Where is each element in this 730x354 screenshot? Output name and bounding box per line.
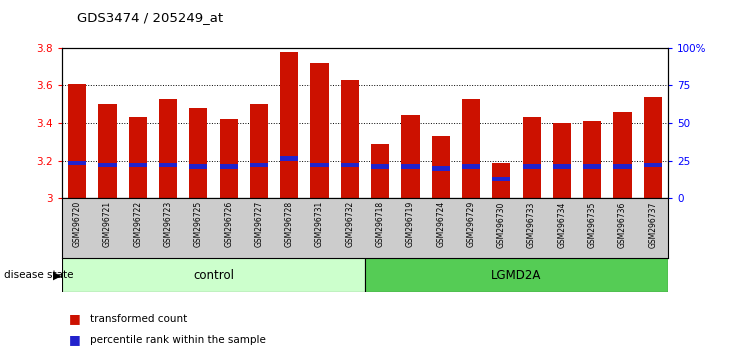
- Bar: [365, 258, 668, 292]
- Bar: [402, 164, 420, 169]
- Bar: [128, 162, 147, 167]
- Bar: [159, 98, 177, 198]
- Text: GSM296734: GSM296734: [558, 201, 566, 248]
- Bar: [189, 164, 207, 169]
- Text: percentile rank within the sample: percentile rank within the sample: [90, 335, 266, 345]
- Bar: [613, 112, 631, 198]
- Bar: [431, 136, 450, 198]
- Text: GSM296724: GSM296724: [437, 201, 445, 247]
- Bar: [644, 97, 662, 198]
- Bar: [159, 162, 177, 167]
- Bar: [310, 63, 328, 198]
- Text: GSM296725: GSM296725: [194, 201, 203, 247]
- Text: GSM296733: GSM296733: [527, 201, 536, 248]
- Bar: [523, 164, 541, 169]
- Text: GDS3474 / 205249_at: GDS3474 / 205249_at: [77, 11, 223, 24]
- Bar: [402, 115, 420, 198]
- Bar: [583, 121, 602, 198]
- Bar: [341, 80, 359, 198]
- Text: ▶: ▶: [53, 270, 62, 280]
- Text: ■: ■: [69, 333, 81, 346]
- Text: GSM296718: GSM296718: [376, 201, 385, 247]
- Text: GSM296720: GSM296720: [73, 201, 82, 247]
- Text: transformed count: transformed count: [90, 314, 187, 324]
- Bar: [220, 119, 238, 198]
- Bar: [462, 98, 480, 198]
- Bar: [68, 161, 86, 165]
- Text: GSM296737: GSM296737: [648, 201, 657, 248]
- Bar: [250, 162, 268, 167]
- Bar: [492, 177, 510, 181]
- Bar: [462, 164, 480, 169]
- Bar: [280, 156, 299, 161]
- Bar: [583, 164, 602, 169]
- Bar: [128, 118, 147, 198]
- Text: disease state: disease state: [4, 270, 73, 280]
- Bar: [99, 162, 117, 167]
- Bar: [99, 104, 117, 198]
- Text: control: control: [193, 269, 234, 282]
- Text: GSM296731: GSM296731: [315, 201, 324, 247]
- Text: LGMD2A: LGMD2A: [491, 269, 542, 282]
- Text: GSM296723: GSM296723: [164, 201, 172, 247]
- Bar: [492, 162, 510, 198]
- Bar: [553, 164, 571, 169]
- Text: GSM296722: GSM296722: [134, 201, 142, 247]
- Bar: [371, 164, 389, 169]
- Text: GSM296729: GSM296729: [466, 201, 475, 247]
- Bar: [371, 144, 389, 198]
- Text: ■: ■: [69, 312, 81, 325]
- Bar: [280, 52, 299, 198]
- Bar: [250, 104, 268, 198]
- Text: GSM296736: GSM296736: [618, 201, 627, 248]
- Bar: [613, 164, 631, 169]
- Text: GSM296728: GSM296728: [285, 201, 293, 247]
- Bar: [220, 164, 238, 169]
- Text: GSM296727: GSM296727: [255, 201, 264, 247]
- Bar: [341, 162, 359, 167]
- Text: GSM296732: GSM296732: [345, 201, 354, 247]
- Bar: [553, 123, 571, 198]
- Bar: [310, 162, 328, 167]
- Bar: [62, 258, 365, 292]
- Bar: [431, 166, 450, 171]
- Bar: [644, 162, 662, 167]
- Text: GSM296726: GSM296726: [224, 201, 233, 247]
- Text: GSM296735: GSM296735: [588, 201, 596, 248]
- Text: GSM296721: GSM296721: [103, 201, 112, 247]
- Text: GSM296730: GSM296730: [497, 201, 506, 248]
- Bar: [523, 118, 541, 198]
- Bar: [189, 108, 207, 198]
- Text: GSM296719: GSM296719: [406, 201, 415, 247]
- Bar: [68, 84, 86, 198]
